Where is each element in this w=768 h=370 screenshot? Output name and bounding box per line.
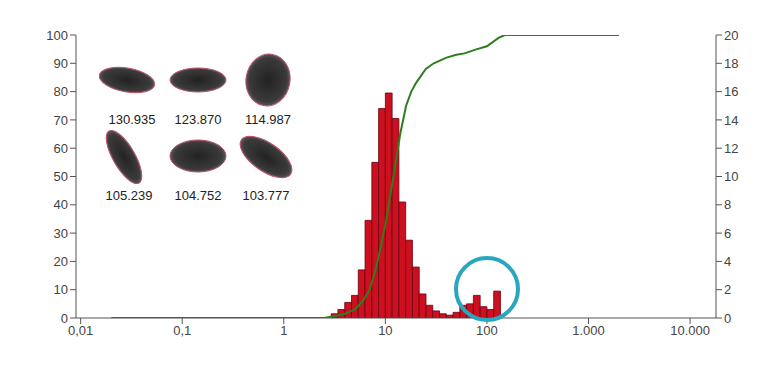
svg-text:1.000: 1.000 — [572, 323, 605, 338]
svg-text:100: 100 — [46, 28, 68, 43]
svg-text:0: 0 — [724, 311, 731, 326]
svg-text:90: 90 — [54, 56, 68, 71]
svg-text:70: 70 — [54, 113, 68, 128]
svg-text:40: 40 — [54, 197, 68, 212]
svg-text:1: 1 — [280, 323, 287, 338]
svg-text:20: 20 — [54, 254, 68, 269]
svg-text:20: 20 — [724, 28, 738, 43]
svg-text:6: 6 — [724, 226, 731, 241]
svg-text:16: 16 — [724, 84, 738, 99]
svg-text:130.935: 130.935 — [109, 112, 156, 127]
svg-text:60: 60 — [54, 141, 68, 156]
svg-text:10.000: 10.000 — [670, 323, 710, 338]
svg-text:103.777: 103.777 — [243, 188, 290, 203]
svg-text:8: 8 — [724, 197, 731, 212]
svg-text:10: 10 — [724, 169, 738, 184]
svg-text:12: 12 — [724, 141, 738, 156]
svg-text:0,1: 0,1 — [173, 323, 191, 338]
svg-text:2: 2 — [724, 282, 731, 297]
svg-text:30: 30 — [54, 226, 68, 241]
svg-text:4: 4 — [724, 254, 731, 269]
svg-text:10: 10 — [378, 323, 392, 338]
svg-text:104.752: 104.752 — [175, 188, 222, 203]
svg-text:105.239: 105.239 — [106, 188, 153, 203]
svg-text:123.870: 123.870 — [175, 112, 222, 127]
svg-text:18: 18 — [724, 56, 738, 71]
svg-text:14: 14 — [724, 113, 738, 128]
svg-text:0,01: 0,01 — [68, 323, 93, 338]
svg-text:80: 80 — [54, 84, 68, 99]
svg-text:0: 0 — [61, 311, 68, 326]
svg-text:114.987: 114.987 — [245, 112, 291, 127]
svg-text:100: 100 — [476, 323, 498, 338]
svg-text:10: 10 — [54, 282, 68, 297]
svg-text:50: 50 — [54, 169, 68, 184]
